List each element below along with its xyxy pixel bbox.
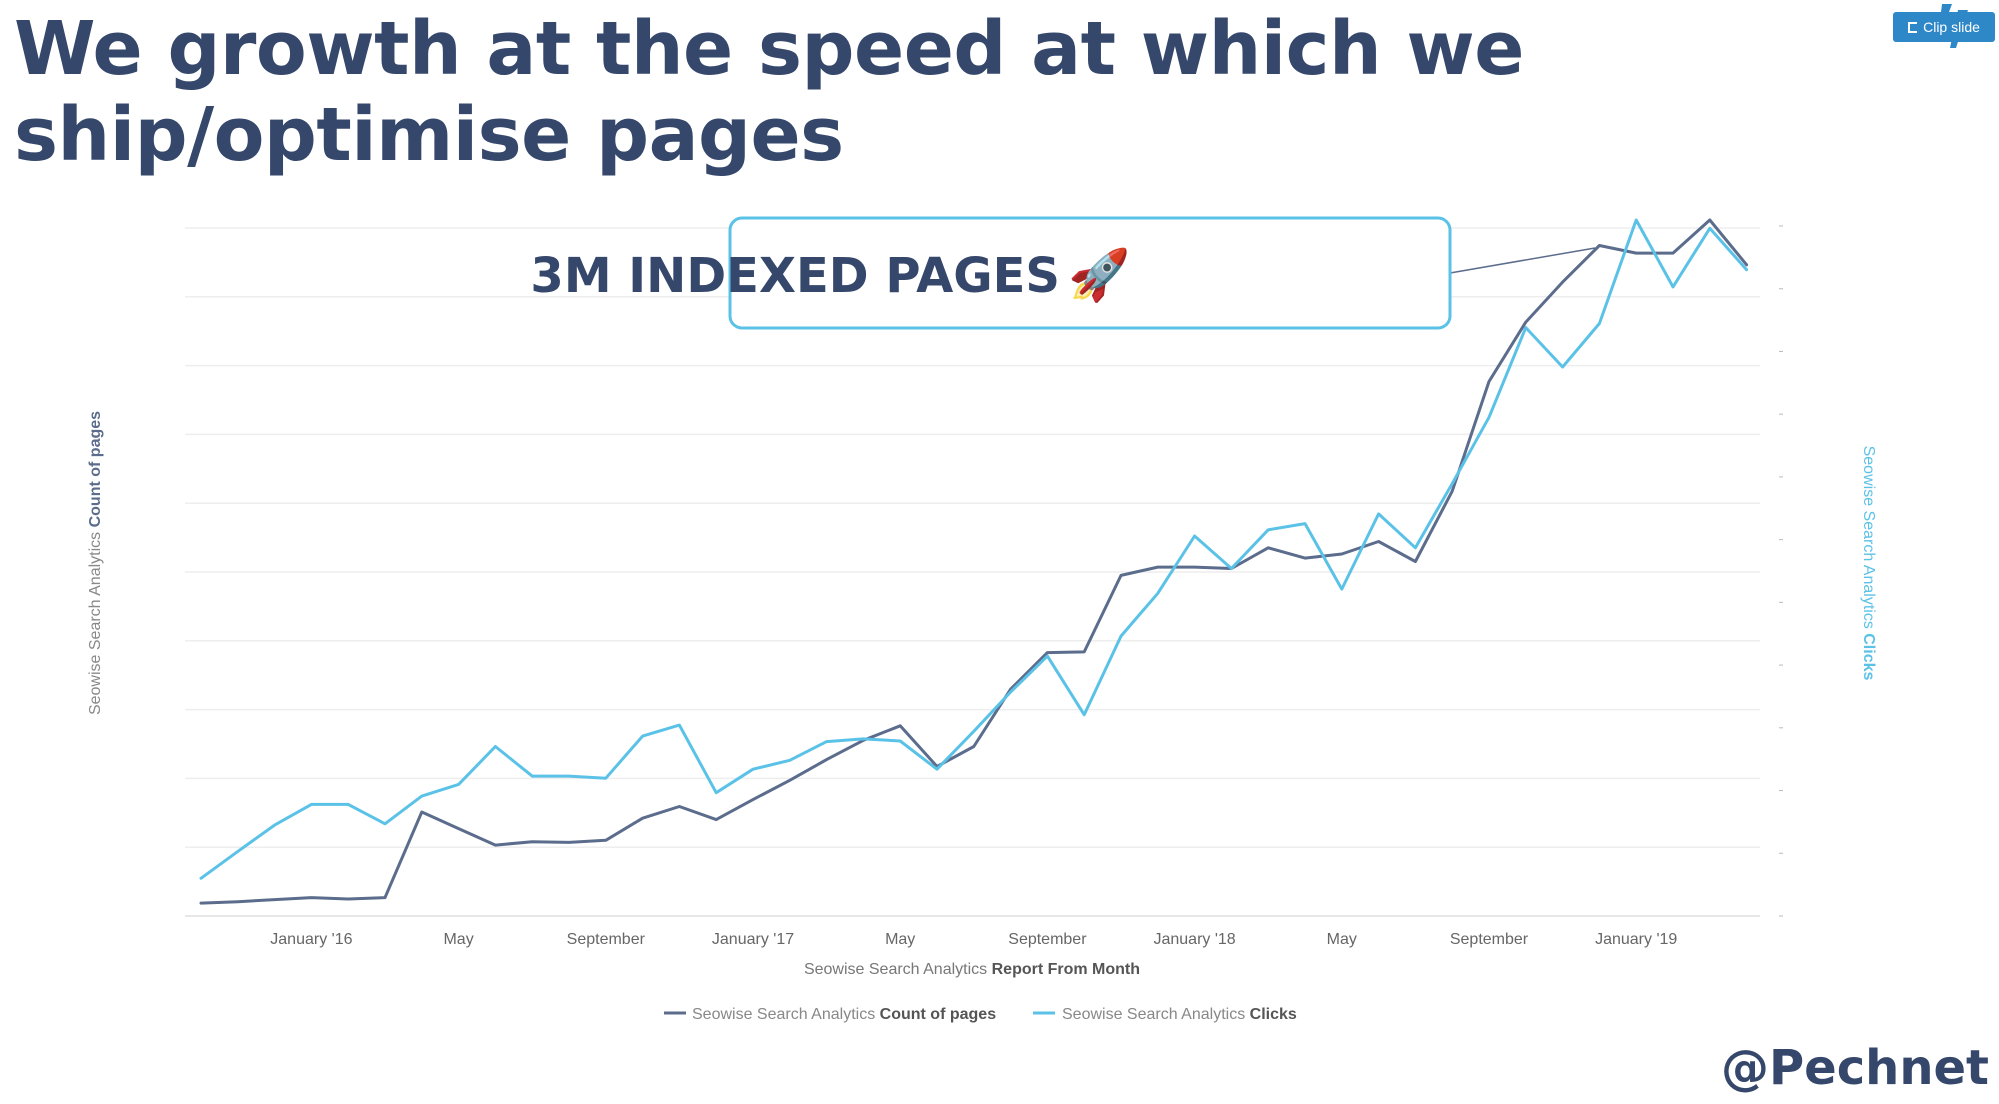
x-axis-title: Seowise Search Analytics Report From Mon… <box>804 961 1140 978</box>
legend-item-count-of-pages[interactable]: Seowise Search Analytics Count of pages <box>664 1006 996 1023</box>
callout-text: 3M INDEXED PAGES <box>530 248 1060 304</box>
legend-label-clicks-bold: Clicks <box>1250 1006 1297 1023</box>
rocket-icon: 🚀 <box>1068 246 1130 304</box>
x-axis-ticks: January '16 May September January '17 May Sep… <box>270 931 1677 948</box>
legend-label-clicks-prefix: Seowise Search Analytics <box>1062 1006 1250 1023</box>
x-tick-label: September <box>1450 931 1529 948</box>
legend-label-clicks: Seowise Search Analytics Clicks <box>1062 1006 1297 1023</box>
x-tick-label: January '19 <box>1595 931 1677 948</box>
series-lines <box>199 218 1749 905</box>
right-axis-ticks <box>1779 225 1783 917</box>
author-handle: @Pechnet <box>1720 1040 1989 1096</box>
clip-slide-button[interactable]: Clip slide <box>1893 12 1995 42</box>
legend-label-count-of-pages: Seowise Search Analytics Count of pages <box>692 1006 996 1023</box>
y-axis-right-title-bold: Clicks <box>1860 633 1877 680</box>
y-axis-right-title: Seowise Search Analytics Clicks <box>1860 446 1877 681</box>
y-axis-left-title: Seowise Search Analytics Count of pages <box>87 411 104 715</box>
callout-box <box>728 216 1452 330</box>
legend-item-clicks[interactable]: Seowise Search Analytics Clicks <box>1033 1006 1297 1023</box>
x-axis-title-bold: Report From Month <box>992 961 1140 978</box>
x-tick-label: January '16 <box>270 931 352 948</box>
series-line-count-of-pages <box>199 218 1749 905</box>
x-tick-label: September <box>567 931 646 948</box>
x-tick-label: January '18 <box>1153 931 1235 948</box>
series-line-clicks <box>199 218 1749 880</box>
y-axis-left-title-bold: Count of pages <box>87 411 104 528</box>
x-tick-label: May <box>885 931 915 948</box>
y-axis-right-title-prefix: Seowise Search Analytics <box>1860 446 1877 634</box>
x-axis-title-prefix: Seowise Search Analytics <box>804 961 992 978</box>
slide-title: We growth at the speed at which we ship/… <box>14 6 1524 178</box>
x-tick-label: May <box>1327 931 1357 948</box>
legend-label-count-of-pages-prefix: Seowise Search Analytics <box>692 1006 880 1023</box>
x-tick-label: May <box>443 931 473 948</box>
y-axis-left-title-prefix: Seowise Search Analytics <box>87 527 104 715</box>
x-tick-label: January '17 <box>712 931 794 948</box>
legend-label-count-of-pages-bold: Count of pages <box>880 1006 997 1023</box>
legend: Seowise Search Analytics Count of pages … <box>664 1006 1297 1023</box>
callout-connector <box>1449 247 1596 274</box>
clip-slide-label: Clip slide <box>1923 19 1980 35</box>
clipboard-icon <box>1908 21 1918 33</box>
x-tick-label: September <box>1008 931 1087 948</box>
